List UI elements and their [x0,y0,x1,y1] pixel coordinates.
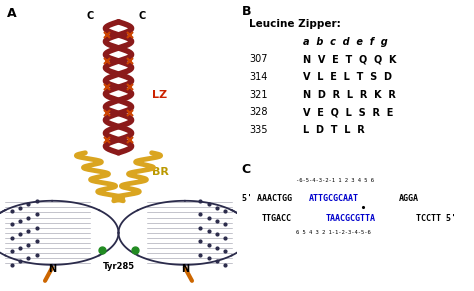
Text: TTGACC: TTGACC [262,214,292,223]
Text: TCCTT 5': TCCTT 5' [416,214,456,223]
Text: B: B [242,5,251,18]
Text: 328: 328 [249,107,267,117]
Text: LZ: LZ [152,90,167,100]
Text: 5' AAACTGG: 5' AAACTGG [242,194,292,203]
Text: C: C [138,11,146,21]
Text: TAACGCGTTA: TAACGCGTTA [326,214,376,223]
Text: N  V  E  T  Q  Q  K: N V E T Q Q K [303,54,397,64]
Text: Tyr285: Tyr285 [102,262,135,271]
Text: V  E  Q  L  S  R  E: V E Q L S R E [303,107,394,117]
Text: L  D  T  L  R: L D T L R [303,125,365,135]
Text: -6-5-4-3-2-1 1 2 3 4 5 6: -6-5-4-3-2-1 1 2 3 4 5 6 [296,178,374,183]
Text: C: C [86,11,94,21]
Text: 6 5 4 3 2 1-1-2-3-4-5-6: 6 5 4 3 2 1-1-2-3-4-5-6 [296,230,371,235]
Text: ATTGCGCAAT: ATTGCGCAAT [309,194,359,203]
Text: 307: 307 [249,54,267,64]
Text: C: C [242,163,251,176]
Text: Leucine Zipper:: Leucine Zipper: [249,19,341,29]
Text: A: A [7,7,17,20]
Text: N  D  R  L  R  K  R: N D R L R K R [303,90,396,100]
Text: AGGA: AGGA [399,194,419,203]
Text: 321: 321 [249,90,267,100]
Text: 314: 314 [249,72,267,82]
Text: 335: 335 [249,125,267,135]
Text: N: N [181,264,189,274]
Text: V  L  E  L  T  S  D: V L E L T S D [303,72,392,82]
Text: a  b  c  d  e  f  g: a b c d e f g [303,37,388,47]
Text: BR: BR [152,167,169,177]
Text: N: N [48,264,56,274]
